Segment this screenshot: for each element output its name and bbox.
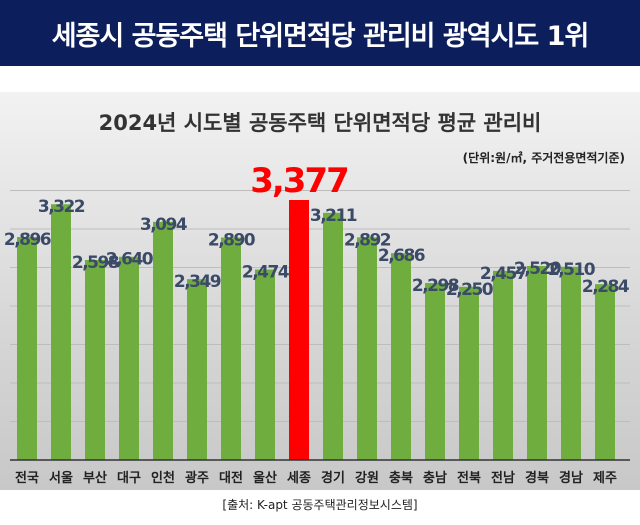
category-label: 서울: [49, 470, 73, 486]
bar-경북: [527, 265, 547, 460]
value-label: 2,284: [582, 277, 630, 297]
value-label: 2,298: [412, 276, 459, 296]
bar-제주: [595, 284, 615, 460]
category-label: 경기: [321, 470, 345, 486]
bar-광주: [187, 279, 207, 460]
category-label: 대구: [117, 471, 141, 486]
category-label: 인천: [151, 470, 175, 486]
category-label: 강원: [355, 470, 379, 486]
bar-전남: [493, 270, 513, 460]
bar-대구: [119, 256, 139, 460]
category-label: 전북: [457, 470, 481, 486]
bar-인천: [153, 221, 173, 460]
bar-세종: [289, 200, 309, 460]
value-label: 2,250: [446, 280, 494, 300]
bar-경기: [323, 212, 343, 460]
bar-충북: [391, 253, 411, 460]
category-label: 광주: [185, 471, 209, 486]
value-label: 2,349: [174, 272, 221, 292]
category-label: 전국: [15, 470, 39, 486]
value-label: 2,598: [72, 253, 119, 273]
category-label: 울산: [253, 470, 277, 486]
bar-전북: [459, 286, 479, 460]
bar-전국: [17, 237, 37, 460]
chart-title: 2024년 시도별 공동주택 단위면적당 평균 관리비: [99, 111, 542, 135]
value-label: 2,892: [344, 230, 391, 250]
value-label: 3,094: [140, 215, 188, 235]
bar-부산: [85, 259, 105, 460]
bar-대전: [221, 237, 241, 460]
unit-note: (단위:원/㎡, 주거전용면적기준): [463, 150, 625, 165]
bar-울산: [255, 269, 275, 460]
value-label: 3,377: [250, 161, 348, 201]
category-label: 대전: [219, 470, 243, 486]
category-label: 충북: [389, 470, 413, 486]
category-label: 충남: [423, 470, 447, 486]
value-label: 2,510: [548, 260, 596, 280]
category-label: 경북: [525, 470, 549, 486]
value-label: 2,896: [4, 230, 51, 250]
category-label: 제주: [593, 471, 617, 486]
category-label: 경남: [559, 470, 583, 486]
value-label: 2,520: [514, 259, 562, 279]
value-label: 2,890: [208, 230, 256, 250]
category-label: 부산: [83, 470, 107, 486]
bar-chart: 2024년 시도별 공동주택 단위면적당 평균 관리비 (단위:원/㎡, 주거전…: [4, 111, 631, 486]
bar-경남: [561, 266, 581, 460]
value-label: 2,457: [480, 264, 527, 284]
bar-강원: [357, 237, 377, 460]
bar-서울: [51, 204, 71, 460]
bar-충남: [425, 283, 445, 460]
category-label: 세종: [287, 471, 311, 486]
header-title: 세종시 공동주택 단위면적당 관리비 광역시도 1위: [0, 0, 640, 66]
value-label: 2,640: [106, 250, 154, 270]
category-label: 전남: [491, 470, 515, 486]
value-label: 3,211: [310, 206, 357, 226]
source-note: [출처: K-apt 공동주택관리정보시스템]: [222, 498, 418, 512]
value-label: 2,686: [378, 246, 425, 266]
value-label: 2,474: [242, 263, 290, 283]
value-label: 3,322: [38, 197, 85, 217]
